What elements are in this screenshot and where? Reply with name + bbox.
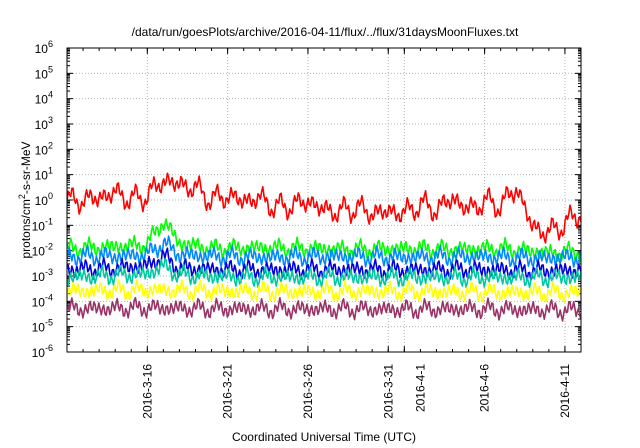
y-tick-label: 10-4 — [32, 292, 53, 309]
y-tick-label: 100 — [35, 191, 53, 208]
x-tick-labels: 2016-3-16 2016-3-21 2016-3-26 2016-3-31 2016… — [140, 364, 572, 419]
series-lines — [67, 172, 581, 322]
series-line — [67, 235, 581, 269]
y-tick-label: 10-2 — [32, 242, 53, 259]
x-tick-label: 2016-3-26 — [301, 364, 315, 419]
y-tick-label: 106 — [35, 39, 53, 56]
y-tick-label: 10-3 — [32, 267, 53, 284]
y-tick-label: 103 — [35, 115, 53, 132]
series-line — [67, 172, 581, 244]
y-axis-label: protons/cm2-s-sr-MeV — [17, 141, 33, 258]
chart-title: /data/run/goesPlots/archive/2016-04-11/f… — [132, 25, 519, 39]
y-tick-label: 105 — [35, 64, 53, 81]
x-tick-label: 2016-3-21 — [221, 364, 235, 419]
plot-frame — [66, 47, 582, 353]
x-tick-label: 2016-4-11 — [558, 364, 572, 418]
series-line — [67, 258, 581, 289]
y-tick-label: 10-6 — [32, 343, 53, 360]
y-tick-label: 102 — [35, 140, 53, 157]
y-tick-label: 104 — [35, 90, 53, 107]
x-tick-label: 2016-3-16 — [140, 364, 154, 419]
x-tick-label: 2016-4-6 — [478, 364, 492, 412]
x-axis-label: Coordinated Universal Time (UTC) — [232, 430, 416, 444]
x-tick-label: 2016-3-31 — [381, 364, 395, 419]
y-tick-label: 101 — [35, 166, 53, 183]
y-tick-label: 10-5 — [32, 318, 53, 335]
series-line — [67, 218, 581, 263]
y-tick-labels: 10-6 10-5 10-4 10-3 10-2 10-1 100 101 102 103 104 1… — [32, 39, 53, 360]
series-line — [67, 296, 581, 322]
series-line — [67, 278, 581, 304]
y-tick-label: 10-1 — [32, 216, 53, 233]
x-tick-label: 2016-4-1 — [413, 364, 427, 412]
